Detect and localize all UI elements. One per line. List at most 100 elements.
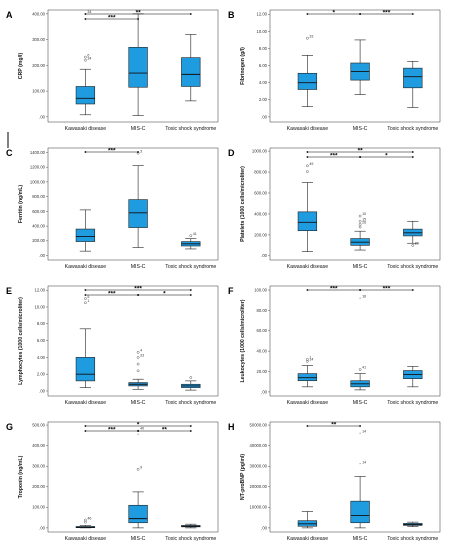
- box-1: [297, 365, 318, 388]
- y-tick-label: 200.00: [32, 238, 45, 243]
- outlier-label: 49: [309, 162, 313, 166]
- significance-label: ***: [383, 286, 391, 293]
- outlier-label: 10: [362, 212, 366, 216]
- y-tick-label: 400.00: [32, 11, 45, 16]
- outlier-point: [84, 58, 87, 62]
- y-tick-label: 2.00: [259, 97, 268, 102]
- iqr-box: [75, 86, 96, 105]
- significance-label: **: [358, 148, 364, 155]
- outlier-point: [358, 223, 362, 226]
- significance-label: *: [332, 10, 335, 17]
- category-label: Toxic shock syndrome: [387, 126, 438, 132]
- bracket-end: [137, 294, 140, 296]
- significance-bracket: *: [137, 291, 192, 298]
- box-1: [297, 55, 318, 107]
- outlier-point: [358, 368, 362, 371]
- bracket-end: [411, 151, 414, 153]
- box-3: [403, 220, 423, 244]
- outlier-point: [136, 369, 140, 373]
- category-label: Toxic shock syndrome: [387, 536, 438, 542]
- plot-frame: [269, 147, 441, 261]
- bracket-end: [306, 156, 309, 158]
- significance-bracket: **: [306, 148, 414, 155]
- outlier-point: [189, 234, 193, 237]
- significance-label: ***: [330, 153, 338, 160]
- outlier-point: [84, 301, 87, 305]
- y-axis-label: Leukocytes (1000 cells/microliter): [240, 299, 246, 382]
- panel-b: B .00 2.00 4.00 6.00 8.00 10.00 12.00 Fibrinogen…: [228, 10, 441, 132]
- y-axis-label: CRP (mg/l): [18, 53, 24, 80]
- significance-bracket: *: [359, 153, 414, 160]
- y-tick-label: .00: [261, 389, 267, 394]
- y-tick-label: 50000.00: [250, 422, 268, 427]
- bracket-end: [411, 156, 414, 158]
- y-tick-label: 400.00: [32, 224, 45, 229]
- y-tick-label: 12.00: [35, 288, 46, 293]
- panel-c: C .00 200.00 400.00 600.00 800.00 1000.00 1200.…: [6, 147, 219, 270]
- outlier-label: 29: [415, 242, 419, 246]
- y-tick-label: 30000.00: [250, 464, 268, 469]
- category-label: Toxic shock syndrome: [165, 126, 216, 132]
- bracket-end: [189, 289, 192, 291]
- bracket-end: [84, 13, 87, 15]
- bracket-end: [359, 425, 361, 427]
- box-3: [181, 34, 201, 102]
- outlier-star: *: [359, 297, 361, 301]
- bracket-end: [359, 13, 361, 15]
- bracket-end: [84, 18, 87, 20]
- plot-frame: [47, 285, 219, 397]
- y-tick-label: .00: [39, 388, 45, 393]
- plot-frame: [47, 147, 219, 261]
- box-2: [128, 378, 148, 390]
- outlier-label: 34: [87, 10, 91, 14]
- category-label: MIS-C: [353, 126, 368, 132]
- y-tick-label: .00: [39, 525, 45, 530]
- iqr-box: [297, 211, 318, 231]
- category-label: Kawasaki disease: [287, 264, 329, 270]
- y-tick-label: 300.00: [32, 37, 45, 42]
- significance-label: ***: [108, 291, 116, 298]
- bracket-end: [137, 18, 140, 20]
- outlier-label: 16: [362, 294, 366, 298]
- category-label: MIS-C: [353, 264, 368, 270]
- outlier-point: [84, 520, 87, 524]
- y-tick-label: 600.00: [254, 190, 267, 195]
- significance-label: *: [137, 422, 140, 429]
- bracket-end: [411, 289, 414, 291]
- y-tick-label: 100.00: [254, 287, 267, 292]
- outlier-label: 41: [362, 366, 366, 370]
- y-tick-label: 40000.00: [250, 443, 268, 448]
- category-label: Kawasaki disease: [287, 126, 329, 132]
- significance-bracket: ***: [84, 427, 140, 434]
- bracket-end: [411, 13, 414, 15]
- panel-label: C: [6, 148, 13, 158]
- significance-bracket: ***: [359, 286, 414, 293]
- bracket-end: [84, 430, 87, 432]
- y-axis-label: Ferritin (ng/mL): [18, 185, 24, 224]
- significance-bracket: ***: [84, 148, 140, 155]
- y-tick-label: 80.00: [257, 308, 268, 313]
- significance-label: ***: [108, 148, 116, 155]
- category-label: Kawasaki disease: [65, 264, 107, 270]
- iqr-box: [75, 357, 96, 382]
- outlier-label: 4: [140, 349, 142, 353]
- panel-e: E .00 2.00 4.00 6.00 8.00 10.00 12.00 Lymphocyte…: [6, 285, 219, 406]
- iqr-box: [181, 57, 201, 87]
- box-1: [75, 328, 96, 388]
- bracket-end: [306, 425, 309, 427]
- box-3: [181, 523, 201, 529]
- iqr-box: [128, 47, 148, 88]
- plot-frame: [47, 421, 219, 533]
- outlier-point: [136, 467, 140, 471]
- y-tick-label: 10000.00: [250, 505, 268, 510]
- outlier-label: 9: [140, 465, 142, 469]
- bracket-end: [137, 430, 140, 432]
- y-tick-label: .00: [261, 253, 267, 258]
- box-2: [128, 491, 148, 529]
- y-tick-label: 200.00: [32, 484, 45, 489]
- outlier-label: 33: [309, 34, 313, 38]
- category-label: Toxic shock syndrome: [165, 400, 216, 406]
- significance-label: ***: [383, 10, 391, 17]
- outlier-label: 34: [87, 56, 91, 60]
